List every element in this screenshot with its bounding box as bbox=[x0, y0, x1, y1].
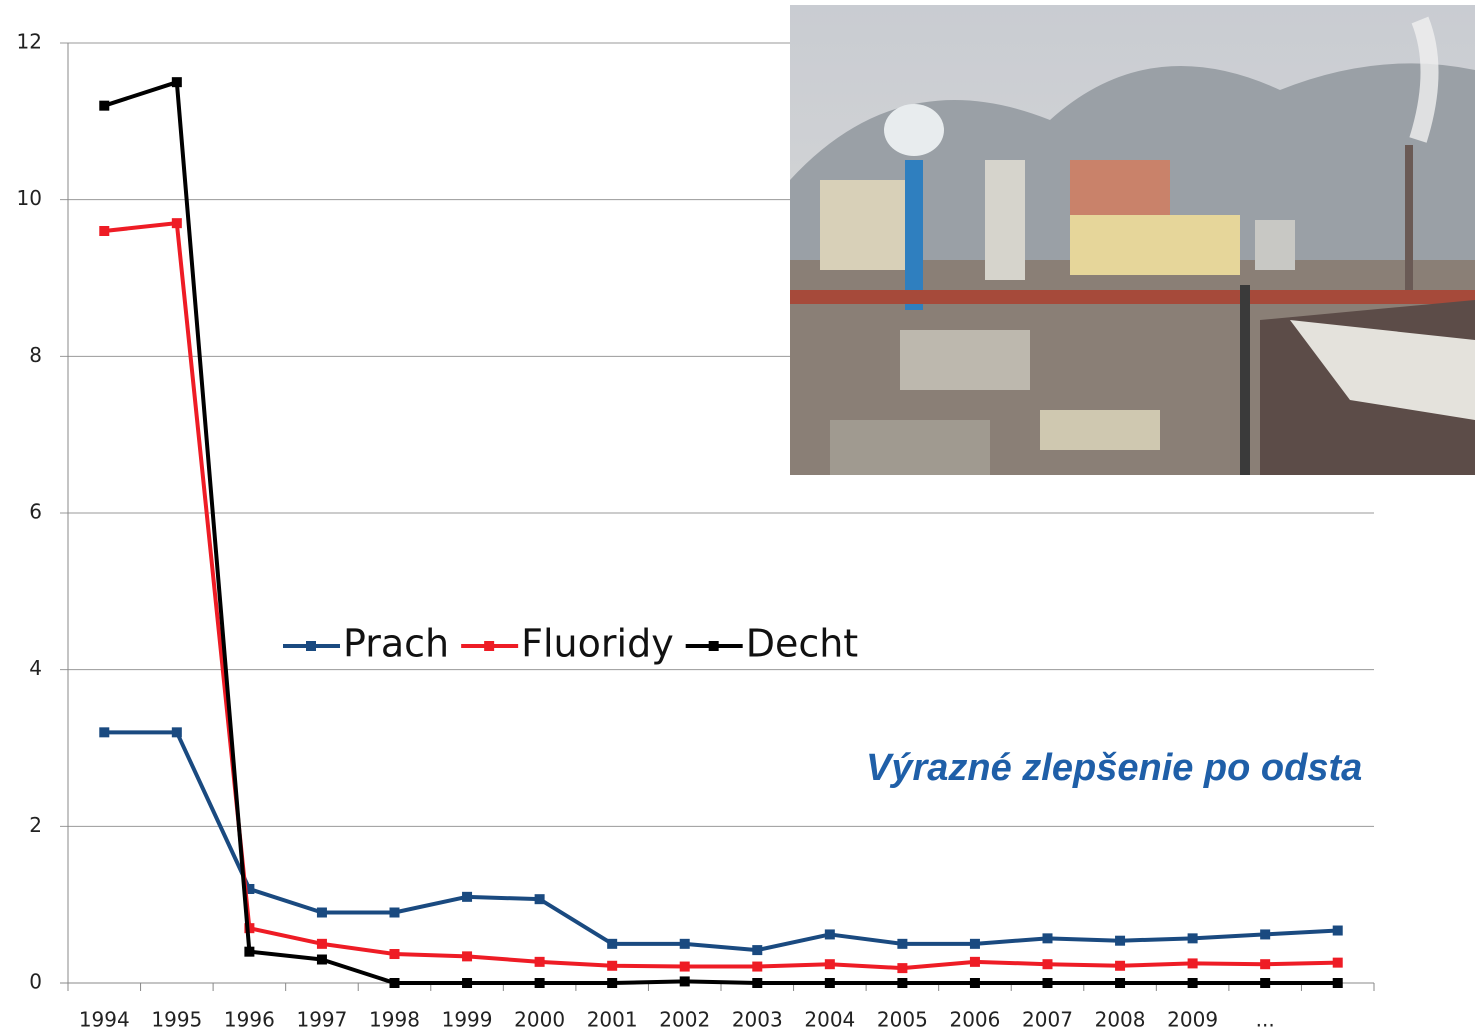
x-tick-label: 1998 bbox=[369, 1008, 420, 1032]
y-tick-label: 2 bbox=[29, 813, 42, 837]
point bbox=[172, 218, 182, 228]
point bbox=[1043, 933, 1053, 943]
point bbox=[825, 978, 835, 988]
point bbox=[462, 892, 472, 902]
legend-marker bbox=[709, 641, 719, 651]
point bbox=[1333, 978, 1343, 988]
point bbox=[1333, 958, 1343, 968]
point bbox=[752, 962, 762, 972]
point bbox=[317, 955, 327, 965]
legend-marker bbox=[484, 641, 494, 651]
x-tick-label: 1997 bbox=[296, 1008, 347, 1032]
point bbox=[970, 957, 980, 967]
y-tick-label: 10 bbox=[17, 186, 42, 210]
factory-photo bbox=[790, 5, 1475, 475]
y-tick-label: 8 bbox=[29, 343, 42, 367]
point bbox=[390, 949, 400, 959]
point bbox=[1115, 978, 1125, 988]
x-tick-label: 2003 bbox=[732, 1008, 783, 1032]
point bbox=[172, 727, 182, 737]
x-tick-label: 2006 bbox=[949, 1008, 1000, 1032]
point bbox=[825, 929, 835, 939]
point bbox=[1260, 959, 1270, 969]
x-tick-label: 1996 bbox=[224, 1008, 275, 1032]
y-tick-label: 0 bbox=[29, 970, 42, 994]
point bbox=[1043, 978, 1053, 988]
point bbox=[1333, 926, 1343, 936]
x-tick-label: 2009 bbox=[1167, 1008, 1218, 1032]
point bbox=[607, 978, 617, 988]
legend-marker bbox=[306, 641, 316, 651]
point bbox=[99, 226, 109, 236]
point bbox=[535, 894, 545, 904]
point bbox=[462, 978, 472, 988]
legend-label: Prach bbox=[343, 622, 449, 666]
point bbox=[535, 978, 545, 988]
point bbox=[390, 978, 400, 988]
point bbox=[317, 908, 327, 918]
point bbox=[970, 939, 980, 949]
point bbox=[99, 727, 109, 737]
point bbox=[897, 963, 907, 973]
x-tick-label: 2002 bbox=[659, 1008, 710, 1032]
point bbox=[897, 939, 907, 949]
x-tick-label: 2000 bbox=[514, 1008, 565, 1032]
point bbox=[1260, 978, 1270, 988]
point bbox=[390, 908, 400, 918]
x-tick-label: 2005 bbox=[877, 1008, 928, 1032]
point bbox=[1115, 961, 1125, 971]
point bbox=[897, 978, 907, 988]
point bbox=[317, 939, 327, 949]
x-tick-label: 2001 bbox=[587, 1008, 638, 1032]
point bbox=[244, 947, 254, 957]
x-tick-label: 2007 bbox=[1022, 1008, 1073, 1032]
point bbox=[680, 939, 690, 949]
annotation: Výrazné zlepšenie po odsta bbox=[866, 747, 1362, 789]
x-tick-label: 1999 bbox=[442, 1008, 493, 1032]
y-tick-label: 6 bbox=[29, 500, 42, 524]
x-tick-label: ... bbox=[1256, 1008, 1275, 1032]
legend-entry: Decht bbox=[686, 622, 859, 666]
point bbox=[1043, 959, 1053, 969]
legend-label: Decht bbox=[746, 622, 859, 666]
point bbox=[172, 77, 182, 87]
x-tick-label: 2004 bbox=[804, 1008, 855, 1032]
point bbox=[1188, 978, 1198, 988]
point bbox=[1188, 958, 1198, 968]
point bbox=[680, 976, 690, 986]
point bbox=[462, 951, 472, 961]
point bbox=[680, 962, 690, 972]
y-tick-label: 4 bbox=[29, 656, 42, 680]
point bbox=[752, 945, 762, 955]
x-tick-label: 1995 bbox=[151, 1008, 202, 1032]
point bbox=[607, 961, 617, 971]
point bbox=[535, 957, 545, 967]
slide: 0 2 4 6 8 10 12 1994 1995 1996 1997 1998 1999 2000 200… bbox=[0, 0, 1475, 1035]
point bbox=[99, 101, 109, 111]
point bbox=[607, 939, 617, 949]
point bbox=[752, 978, 762, 988]
point bbox=[1188, 933, 1198, 943]
point bbox=[1115, 936, 1125, 946]
point bbox=[970, 978, 980, 988]
legend-entry: Fluoridy bbox=[461, 622, 674, 666]
point bbox=[1260, 929, 1270, 939]
y-tick-label: 12 bbox=[17, 30, 42, 54]
legend-entry: Prach bbox=[283, 622, 449, 666]
x-tick-label: 1994 bbox=[79, 1008, 130, 1032]
x-tick-label: 2008 bbox=[1095, 1008, 1146, 1032]
legend-label: Fluoridy bbox=[521, 622, 674, 666]
point bbox=[825, 959, 835, 969]
